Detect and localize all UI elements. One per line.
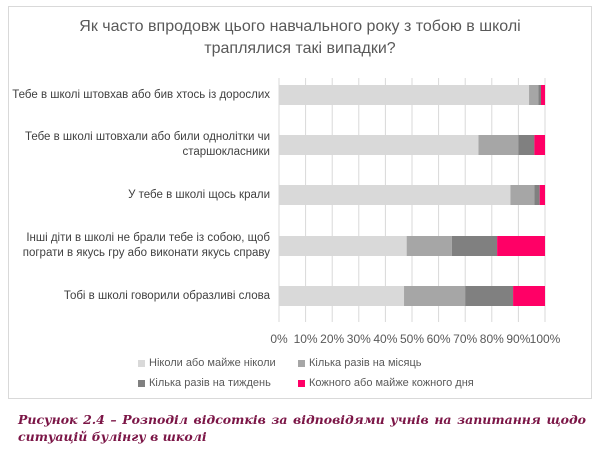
legend-swatch xyxy=(138,359,145,367)
category-label: Інші діти в школі не брали тебе із собою… xyxy=(10,231,270,261)
bar-segment xyxy=(404,286,466,306)
x-tick-label: 40% xyxy=(373,332,397,346)
bar-segment xyxy=(406,236,452,256)
figure-caption-line2: ситуацій булінгу в школі xyxy=(18,429,207,444)
title-line: Як часто впродовж цього навчального року… xyxy=(79,18,521,35)
x-tick-label: 0% xyxy=(270,332,288,346)
x-tick-label: 60% xyxy=(427,332,451,346)
bar-segment xyxy=(539,185,545,205)
bar-segment xyxy=(478,135,519,155)
legend-swatch xyxy=(138,379,145,387)
x-tick-label: 70% xyxy=(453,332,477,346)
category-label-line: Тебе в школі штовхав або бив хтось із до… xyxy=(12,88,270,101)
legend-item: Ніколи або майже ніколи xyxy=(138,357,276,369)
x-tick-label: 90% xyxy=(506,332,530,346)
legend-swatch xyxy=(298,379,305,387)
category-label-line: Тобі в школі говорили образливі слова xyxy=(63,289,270,302)
category-label: У тебе в школі щось крали xyxy=(10,188,270,203)
bar-segment xyxy=(497,236,545,256)
chart-title: Як часто впродовж цього навчального року… xyxy=(60,16,540,60)
category-label-line: Інші діти в школі не брали тебе із собою… xyxy=(26,232,270,244)
bar-segment xyxy=(518,135,535,155)
legend-item: Кілька разів на тиждень xyxy=(138,377,271,389)
x-tick-label: 100% xyxy=(530,332,561,346)
legend-item: Кілька разів на місяць xyxy=(298,357,421,369)
bar-segment xyxy=(465,286,514,306)
bar-segment xyxy=(513,286,545,306)
category-label: Тебе в школі штовхав або бив хтось із до… xyxy=(10,88,270,103)
category-label: Тобі в школі говорили образливі слова xyxy=(10,289,270,304)
bar-segment xyxy=(279,185,511,205)
bar-segment xyxy=(529,85,539,105)
legend-label: Кілька разів на місяць xyxy=(309,357,422,369)
x-tick-label: 30% xyxy=(347,332,371,346)
bar-segment xyxy=(534,135,545,155)
category-label-line: пограти в якусь гру або виконати якусь с… xyxy=(22,247,270,259)
bar-segment xyxy=(279,85,530,105)
bar-segment xyxy=(510,185,535,205)
bar-segment xyxy=(279,135,479,155)
x-tick-label: 20% xyxy=(320,332,344,346)
legend-swatch xyxy=(298,359,305,367)
category-label: Тебе в школі штовхали або били однолітки… xyxy=(10,130,270,160)
legend-item: Кожного або майже кожного дня xyxy=(298,377,474,389)
x-tick-label: 50% xyxy=(400,332,424,346)
category-label-line: старшокласники xyxy=(182,146,270,158)
category-label-line: Тебе в школі штовхали або били однолітки… xyxy=(24,131,270,143)
bar-segment xyxy=(534,185,540,205)
figure-caption: Рисунок 2.4 – Розподіл відсотків за відп… xyxy=(18,412,586,427)
bar-segment xyxy=(279,236,407,256)
x-tick-label: 10% xyxy=(294,332,318,346)
bar-segment xyxy=(541,85,545,105)
title-line: траплялися такі випадки? xyxy=(204,40,396,57)
bar-segment xyxy=(279,286,405,306)
bar-segment xyxy=(538,85,542,105)
chart-frame xyxy=(8,6,592,399)
bar-segment xyxy=(451,236,498,256)
legend-label: Кожного або майже кожного дня xyxy=(309,377,474,389)
legend-label: Кілька разів на тиждень xyxy=(149,377,271,389)
x-tick-label: 80% xyxy=(480,332,504,346)
legend-label: Ніколи або майже ніколи xyxy=(149,357,276,369)
plot-area: 0% 10% 20% 30% 40% 50% 60% 70% 80% 90% 100% xyxy=(270,78,561,346)
category-label-line: У тебе в школі щось крали xyxy=(128,188,270,201)
